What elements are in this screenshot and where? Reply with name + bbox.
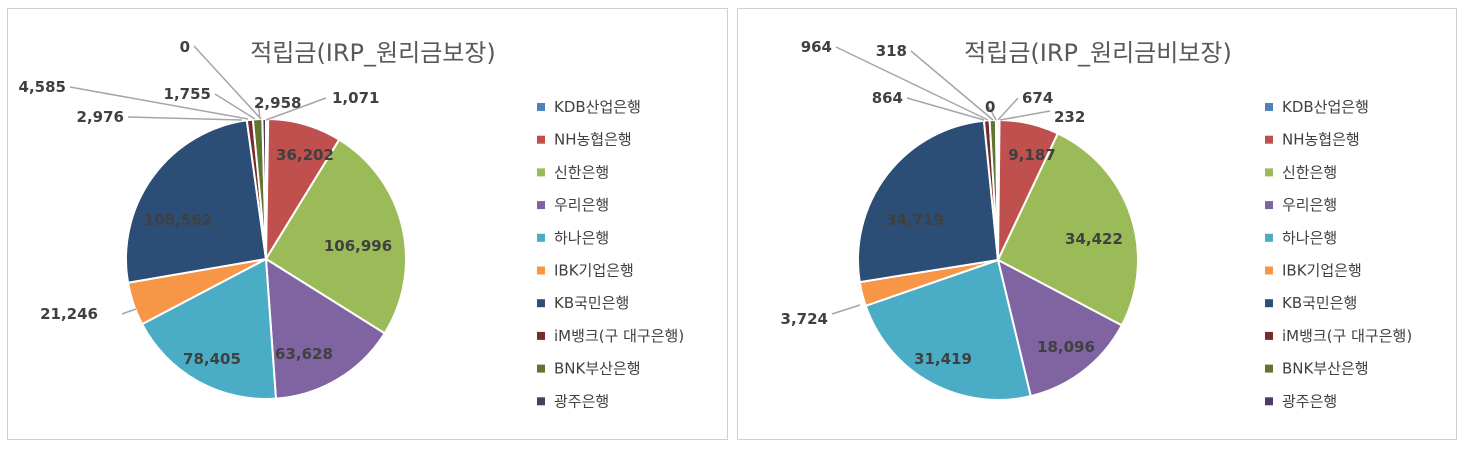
data-label: 36,202 — [276, 146, 334, 164]
legend-swatch — [1265, 168, 1273, 177]
pie-slice — [996, 258, 1124, 398]
legend-swatch — [537, 103, 545, 111]
legend-label: iM뱅크(구 대구은행) — [554, 327, 684, 345]
legend-label: KDB산업은행 — [554, 98, 641, 116]
legend-label: KB국민은행 — [1282, 294, 1357, 312]
data-label: 18,096 — [1037, 338, 1095, 356]
legend-label: BNK부산은행 — [554, 360, 641, 378]
data-label: 63,628 — [275, 345, 333, 363]
data-label: 2,976 — [77, 108, 124, 126]
data-label: 2,958 — [254, 94, 301, 112]
legend-swatch — [1265, 299, 1273, 308]
pie-chart-irp-guaranteed: 적립금(IRP_원리금보장) 1,071 36,202 106,996 63,628 7… — [19, 38, 685, 410]
legend-label: KDB산업은행 — [1282, 98, 1369, 116]
data-label: 864 — [872, 89, 903, 107]
leader-line — [997, 97, 1019, 121]
leader-line — [193, 45, 262, 120]
legend-label: 신한은행 — [554, 163, 609, 181]
data-label: 318 — [876, 42, 907, 60]
leader-line — [906, 97, 985, 121]
leader-line — [999, 110, 1051, 121]
legend-label: 광주은행 — [554, 392, 609, 410]
data-label: 964 — [801, 38, 832, 56]
pie-slice — [125, 119, 268, 284]
legend-swatch — [1265, 135, 1273, 144]
pie-slice — [864, 258, 1032, 401]
legend-label: 광주은행 — [1282, 392, 1337, 410]
legend-label: NH농협은행 — [1282, 131, 1360, 149]
data-label: 3,724 — [781, 310, 828, 328]
legend-label: BNK부산은행 — [1282, 360, 1369, 378]
data-label: 0 — [180, 38, 190, 56]
legend-label: 우리은행 — [554, 196, 609, 214]
chart-panel-irp-guaranteed: 적립금(IRP_원리금보장) 1,071 36,202 106,996 63,628 7… — [7, 8, 728, 440]
leader-line — [69, 86, 249, 120]
data-label: 674 — [1022, 89, 1053, 107]
legend-swatch — [1265, 364, 1273, 373]
legend-swatch — [1265, 331, 1273, 340]
legend-swatch — [537, 233, 545, 242]
legend-swatch — [537, 299, 545, 308]
legend-swatch — [1265, 233, 1273, 242]
leader-line — [910, 50, 994, 121]
data-label: 31,419 — [914, 350, 972, 368]
data-label: 34,719 — [886, 211, 944, 229]
legend-swatch — [1265, 266, 1273, 275]
leader-line — [121, 308, 137, 315]
data-label: 4,585 — [19, 78, 66, 96]
legend-swatch — [1265, 103, 1273, 111]
leader-line — [988, 106, 997, 121]
legend-swatch — [537, 331, 545, 340]
legend-label: 하나은행 — [554, 229, 609, 247]
leader-line — [835, 46, 989, 121]
legend-label: 신한은행 — [1282, 163, 1337, 181]
data-label: 9,187 — [1008, 146, 1055, 164]
legend-swatch — [537, 135, 545, 144]
data-label: 232 — [1054, 108, 1085, 126]
leader-line — [214, 93, 256, 120]
legend-label: IBK기업은행 — [1282, 262, 1362, 280]
legend-label: KB국민은행 — [554, 294, 629, 312]
legend-label: 하나은행 — [1282, 229, 1337, 247]
legend-swatch — [537, 266, 545, 275]
leader-line — [257, 102, 261, 120]
legend-swatch — [537, 397, 545, 406]
legend-swatch — [1265, 201, 1273, 210]
leader-line — [831, 304, 861, 315]
pie-slice — [261, 117, 267, 260]
pie-slice — [264, 138, 407, 335]
leader-line — [127, 116, 243, 121]
leader-line — [265, 97, 327, 121]
legend-label: IBK기업은행 — [554, 262, 634, 280]
data-label: 108,562 — [144, 211, 212, 229]
legend-swatch — [537, 364, 545, 373]
pie-slice — [857, 119, 1000, 284]
data-label: 0 — [985, 98, 995, 116]
legend-swatch — [537, 201, 545, 210]
data-label: 1,071 — [332, 89, 379, 107]
data-label: 34,422 — [1065, 230, 1123, 248]
legend-label: NH농협은행 — [554, 131, 632, 149]
data-label: 106,996 — [324, 237, 392, 255]
pie-slice — [264, 257, 386, 400]
chart-panel-irp-non-guaranteed: 적립금(IRP_원리금비보장) 232 9,187 34,422 18,096 31,4… — [737, 8, 1457, 440]
chart-title: 적립금(IRP_원리금보장) — [250, 39, 496, 67]
data-label: 78,405 — [183, 350, 241, 368]
chart-title: 적립금(IRP_원리금비보장) — [964, 39, 1232, 67]
legend-swatch — [1265, 397, 1273, 406]
legend-label: iM뱅크(구 대구은행) — [1282, 327, 1412, 345]
pie-slice — [140, 257, 278, 401]
pie-chart-irp-non-guaranteed: 적립금(IRP_원리금비보장) 232 9,187 34,422 18,096 31,4… — [781, 38, 1413, 410]
data-label: 1,755 — [164, 85, 211, 103]
data-label: 21,246 — [40, 305, 98, 323]
legend-label: 우리은행 — [1282, 196, 1337, 214]
legend-swatch — [537, 168, 545, 177]
